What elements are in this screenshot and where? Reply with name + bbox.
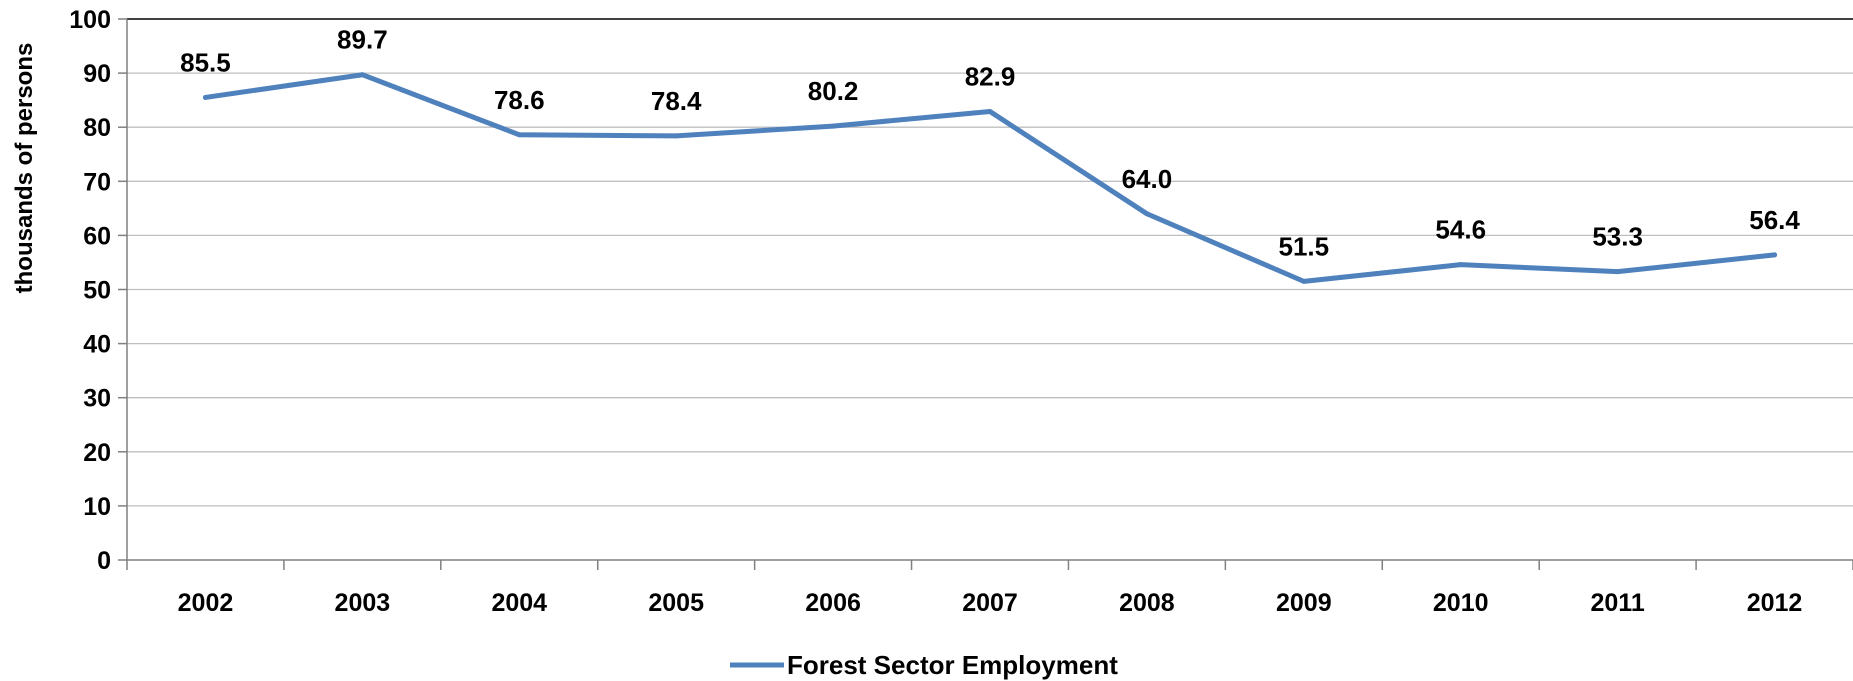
data-point: [359, 72, 365, 78]
data-label: 85.5: [180, 47, 231, 77]
series-line: [202, 72, 1778, 284]
y-tick-label: 60: [83, 222, 111, 250]
y-tick-label: 40: [83, 331, 111, 359]
x-tick-label: 2007: [962, 589, 1018, 617]
x-tick-label: 2012: [1747, 589, 1803, 617]
data-point: [1458, 262, 1464, 268]
y-axis-title: thousands of persons: [11, 43, 38, 294]
data-label: 54.6: [1435, 215, 1486, 245]
x-tick-label: 2004: [491, 589, 547, 617]
x-tick-label: 2009: [1276, 589, 1332, 617]
x-tick-label: 2006: [805, 589, 861, 617]
data-label: 80.2: [808, 76, 859, 106]
data-labels: 85.5 89.7 78.6 78.4 80.2 82.9 64.0 51.5 54.6 53.3…: [180, 25, 1800, 262]
x-tick-label: 2003: [335, 589, 391, 617]
x-tick-label: 2010: [1433, 589, 1489, 617]
y-tick-label: 20: [83, 439, 111, 467]
x-tick-label: 2008: [1119, 589, 1175, 617]
x-tick-label: 2005: [648, 589, 704, 617]
x-tick-label: 2002: [178, 589, 234, 617]
y-tick-label: 80: [83, 114, 111, 142]
data-label: 82.9: [965, 62, 1016, 92]
data-label: 78.6: [494, 85, 545, 115]
data-point: [1144, 211, 1150, 217]
x-tick-labels: 2002 2003 2004 2005 2006 2007 2008 2009 2010 2011…: [178, 589, 1803, 617]
data-point: [673, 133, 679, 139]
y-tick-label: 70: [83, 168, 111, 196]
gridlines: [127, 18, 1853, 507]
axes: [118, 18, 1853, 570]
y-tick-label: 0: [97, 547, 111, 575]
y-tick-labels: 0 10 20 30 40 50 60 70 80 90 100: [69, 6, 111, 575]
data-label: 51.5: [1279, 231, 1330, 261]
data-label: 56.4: [1749, 205, 1800, 235]
data-label: 53.3: [1592, 222, 1643, 252]
data-point: [1615, 269, 1621, 275]
data-label: 64.0: [1122, 164, 1173, 194]
legend: Forest Sector Employment: [730, 650, 1118, 680]
data-point: [1772, 252, 1778, 258]
data-label: 89.7: [337, 25, 388, 55]
y-tick-label: 90: [83, 60, 111, 88]
data-point: [516, 132, 522, 138]
y-tick-label: 10: [83, 493, 111, 521]
y-tick-label: 50: [83, 277, 111, 305]
y-tick-label: 30: [83, 385, 111, 413]
data-label: 78.4: [651, 86, 702, 116]
data-point: [1301, 278, 1307, 284]
data-point: [830, 123, 836, 129]
data-point: [987, 109, 993, 115]
x-tick-label: 2011: [1591, 589, 1645, 617]
series-lines: [202, 72, 1778, 284]
y-tick-label: 100: [69, 6, 111, 34]
data-point: [202, 94, 208, 100]
legend-label: Forest Sector Employment: [787, 650, 1118, 680]
